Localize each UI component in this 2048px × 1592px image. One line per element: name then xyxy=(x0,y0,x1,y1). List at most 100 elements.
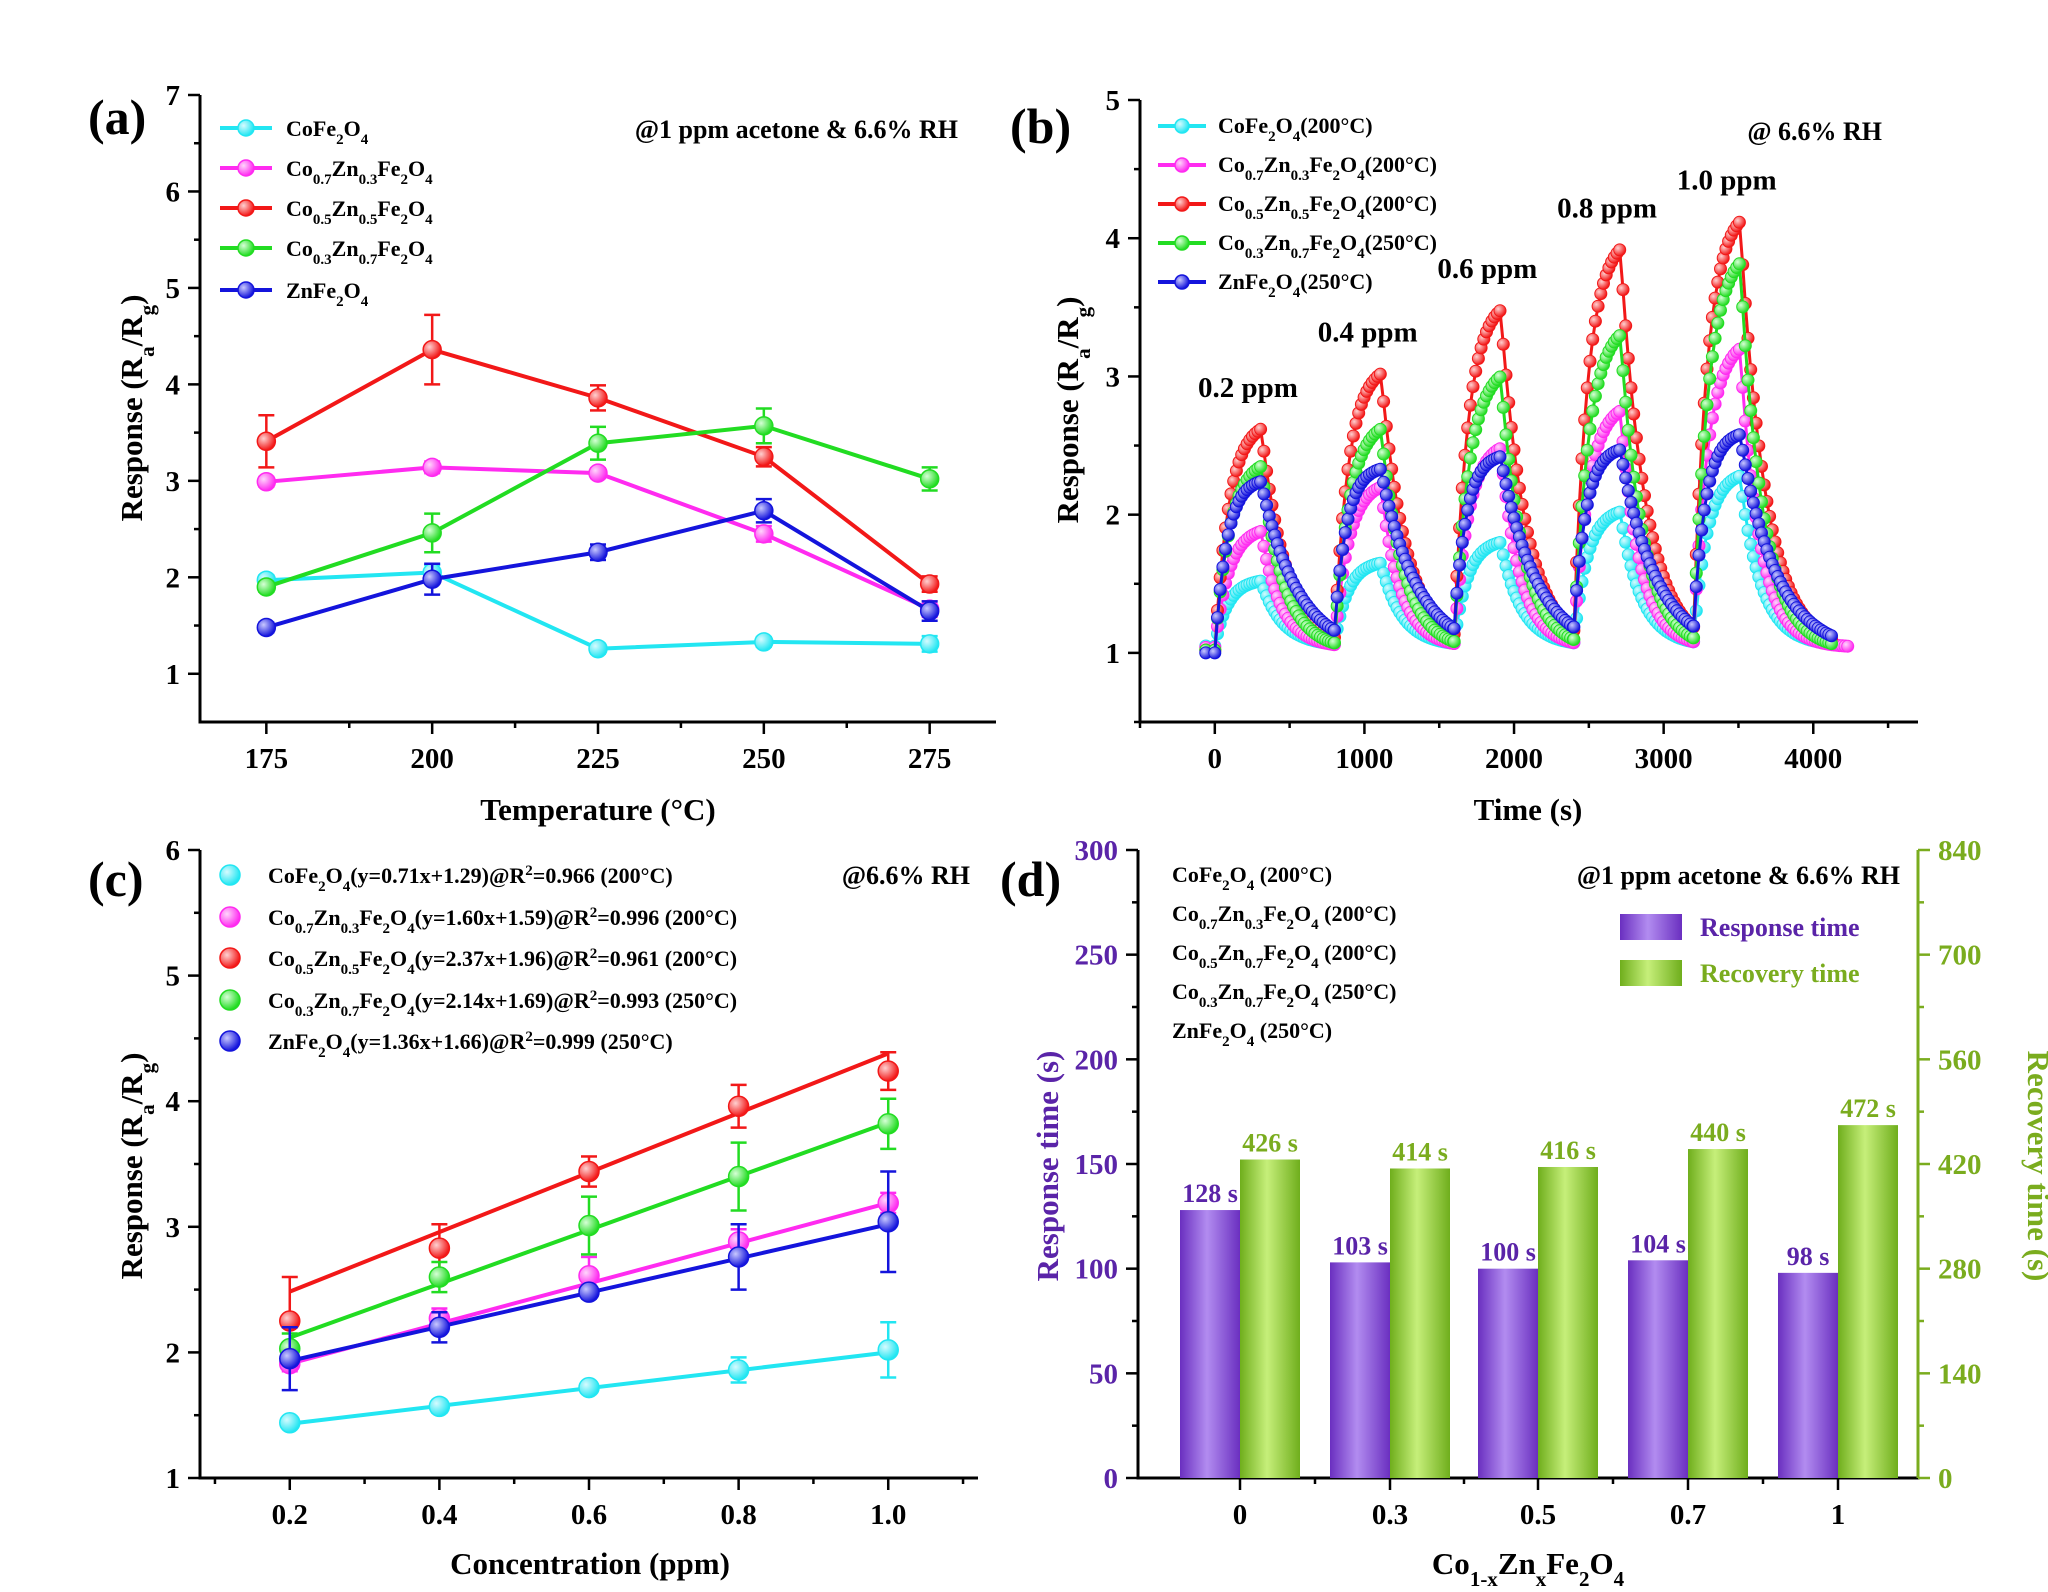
panel-c-tag: (c) xyxy=(88,851,144,907)
data-point xyxy=(588,388,608,408)
data-point xyxy=(1697,429,1711,443)
data-point xyxy=(1621,484,1635,498)
x-tick-label: 0.8 xyxy=(720,1499,756,1531)
data-point xyxy=(754,524,774,544)
panel-a: (a) 1 2 3 4 5 6 7 175 200 225 250 275 @1 ppm aceton… xyxy=(88,80,996,827)
x-tick-label: 0.4 xyxy=(421,1499,457,1531)
bar-label-recovery: 472 s xyxy=(1840,1094,1896,1123)
data-point xyxy=(1619,471,1633,485)
panel-b-ylabel: Response (Ra/Rg) xyxy=(1050,297,1095,524)
panel-a-annotation: @1 ppm acetone & 6.6% RH xyxy=(635,115,958,144)
pulse-label: 0.6 ppm xyxy=(1437,253,1537,285)
x-tick-label: 200 xyxy=(410,743,454,775)
data-point xyxy=(1493,370,1507,384)
x-tick-label: 0.2 xyxy=(272,1499,308,1531)
data-point xyxy=(1746,431,1760,445)
data-point xyxy=(1499,477,1513,491)
legend-entry-co05zn05: Co0.5Zn0.5Fe2O4 xyxy=(220,196,433,228)
data-point xyxy=(1338,526,1352,540)
x-tick-label: 275 xyxy=(908,743,952,775)
x-tick-label: 2000 xyxy=(1485,743,1543,775)
data-point xyxy=(1588,314,1602,328)
series-line xyxy=(265,508,931,630)
data-point xyxy=(1714,262,1727,276)
panel-d: (d) 0 50 100 150 200 250 300 0 140 280 420 560 700 84… xyxy=(1000,835,2048,1591)
bar-label-recovery: 414 s xyxy=(1392,1137,1448,1166)
panel-a-legend: CoFe2O4 Co0.7Zn0.3Fe2O4 Co0.5Zn0.5Fe2O4 … xyxy=(220,116,433,310)
legend-entry-znfe2o4: ZnFe2O4 xyxy=(220,278,369,310)
panel-b: (b) 1 2 3 4 5 0 1000 2000 3000 4000 @ 6.6% RH Tim… xyxy=(1010,85,1918,827)
legend-entry-co07zn03-200c: Co0.7Zn0.3Fe2O4(200°C) xyxy=(1158,152,1437,184)
data-point xyxy=(1741,523,1755,537)
data-point xyxy=(754,632,774,652)
data-point xyxy=(1700,398,1714,412)
legend-label: Co0.5Zn0.5Fe2O4(200°C) xyxy=(1218,191,1437,223)
pulse-label: 1.0 ppm xyxy=(1677,165,1777,197)
panel-b-tag: (b) xyxy=(1010,98,1071,154)
data-point xyxy=(1627,407,1641,421)
bar-response-time xyxy=(1180,1210,1240,1478)
data-point xyxy=(1373,422,1387,436)
data-point xyxy=(1714,303,1727,317)
legend-label: Co0.3Zn0.7Fe2O4(250°C) xyxy=(1218,230,1437,262)
panel-d-tag: (d) xyxy=(1000,851,1061,907)
data-point xyxy=(1624,495,1638,509)
legend-entry-co07zn03: Co0.7Zn0.3Fe2O4 xyxy=(220,156,433,188)
data-point xyxy=(1621,423,1635,437)
panel-c-ticks: 1 2 3 4 5 6 0.2 0.4 0.6 0.8 1.0 xyxy=(166,835,965,1531)
data-point xyxy=(1493,536,1507,549)
data-point xyxy=(1344,444,1358,458)
y-tick-label: 6 xyxy=(166,835,181,867)
data-point xyxy=(919,634,940,654)
data-point xyxy=(1738,339,1752,353)
data-point xyxy=(1616,283,1630,297)
x-tick-label: 0 xyxy=(1233,1499,1248,1531)
legend-label: Co0.3Zn0.7Fe2O4(y=2.14x+1.69)@R2=0.993 (… xyxy=(268,988,737,1020)
bar-response-time xyxy=(1628,1260,1688,1478)
y-tick-label: 300 xyxy=(1075,835,1119,867)
data-point xyxy=(1705,350,1719,364)
data-point xyxy=(1254,460,1268,474)
data-point xyxy=(1496,337,1510,351)
series-co0-5zn0-5fe2o4 xyxy=(256,313,940,594)
data-point xyxy=(1336,543,1350,556)
data-point xyxy=(1624,448,1638,462)
y-tick-label: 1 xyxy=(166,1463,181,1495)
data-point xyxy=(1738,508,1752,521)
y-tick-label: 3 xyxy=(166,1212,181,1244)
data-point xyxy=(877,1339,899,1361)
bar-response-time xyxy=(1478,1268,1538,1478)
data-point xyxy=(1208,646,1222,660)
panel-d-ticks: 0 50 100 150 200 250 300 0 140 280 420 560 700 840 0 0.… xyxy=(1075,835,1982,1531)
legend-entry-co03zn07-fit: Co0.3Zn0.7Fe2O4(y=2.14x+1.69)@R2=0.993 (… xyxy=(219,988,737,1020)
data-point xyxy=(1744,484,1758,498)
x-tick-label: 1.0 xyxy=(870,1499,906,1531)
legend-label: CoFe2O4 xyxy=(286,116,369,148)
data-point xyxy=(1738,458,1752,472)
data-point xyxy=(1621,351,1635,365)
series-znfe2o4 xyxy=(279,1170,899,1392)
bar-recovery-time xyxy=(1390,1168,1450,1478)
data-point xyxy=(1616,364,1630,378)
panel-b-legend: CoFe2O4(200°C) Co0.7Zn0.3Fe2O4(200°C) Co… xyxy=(1158,113,1437,301)
data-point xyxy=(919,574,940,594)
y-tick-label: 200 xyxy=(1075,1044,1119,1076)
series-co0-5zn0-5fe2o4 xyxy=(279,1050,899,1367)
sample-label: Co0.5Zn0.7Fe2O4 (200°C) xyxy=(1172,940,1396,972)
data-point xyxy=(1257,487,1271,501)
data-point xyxy=(578,1160,600,1183)
data-point xyxy=(1619,395,1633,409)
x-tick-label: 0.6 xyxy=(571,1499,607,1531)
bar-label-response: 128 s xyxy=(1182,1179,1238,1208)
data-point xyxy=(1744,537,1758,551)
panel-d-legend: Response time Recovery time xyxy=(1620,913,1860,988)
data-point xyxy=(279,1411,301,1434)
panel-c-annotation: @6.6% RH xyxy=(842,861,970,890)
data-point xyxy=(1736,300,1750,314)
data-point xyxy=(1219,542,1233,556)
y-tick-label: 100 xyxy=(1075,1254,1119,1286)
y2-tick-label: 420 xyxy=(1938,1149,1982,1181)
panel-b-xlabel: Time (s) xyxy=(1474,792,1583,827)
series-cofe2o4 xyxy=(256,562,940,659)
data-point xyxy=(919,601,940,621)
